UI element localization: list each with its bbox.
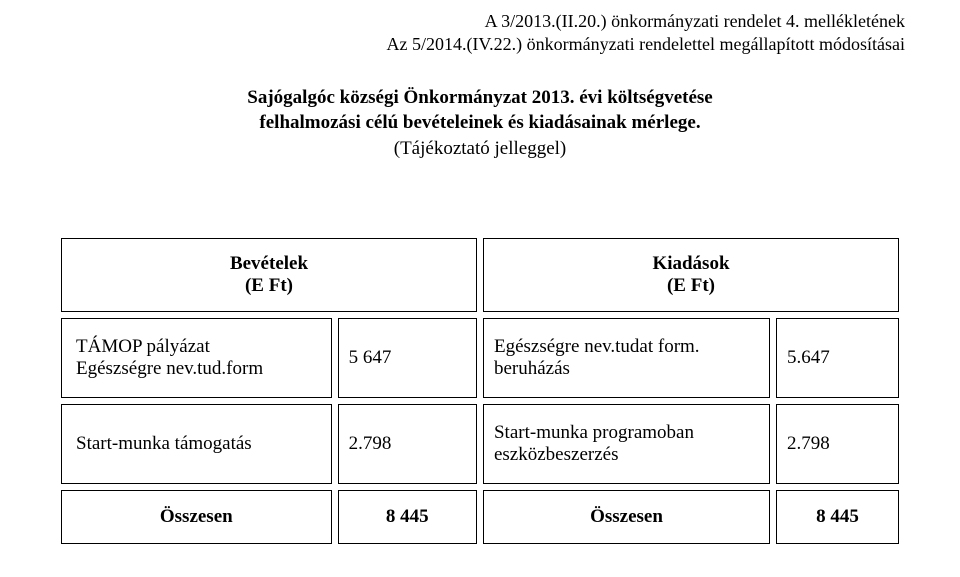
- revenue-label: Start-munka támogatás: [61, 404, 332, 484]
- expense-header: Kiadások (E Ft): [483, 238, 899, 312]
- table-header-row: Bevételek (E Ft) Kiadások (E Ft): [61, 238, 899, 312]
- expense-label-line2: eszközbeszerzés: [494, 444, 759, 466]
- budget-table-wrapper: Bevételek (E Ft) Kiadások (E Ft) TÁMOP p…: [55, 232, 905, 550]
- table-row: Start-munka támogatás 2.798 Start-munka …: [61, 404, 899, 484]
- revenue-header-title: Bevételek: [72, 253, 466, 275]
- revenue-total-value: 8 445: [338, 490, 477, 544]
- revenue-header: Bevételek (E Ft): [61, 238, 477, 312]
- title-line-3: (Tájékoztató jelleggel): [55, 136, 905, 162]
- expense-label-line2: beruházás: [494, 358, 759, 380]
- revenue-label-line2: Egészségre nev.tud.form: [76, 358, 321, 380]
- expense-label: Egészségre nev.tudat form. beruházás: [483, 318, 770, 398]
- expense-value: 5.647: [776, 318, 899, 398]
- document-title: Sajógalgóc községi Önkormányzat 2013. év…: [55, 85, 905, 162]
- revenue-label-line1: TÁMOP pályázat: [76, 336, 321, 358]
- expense-label: Start-munka programoban eszközbeszerzés: [483, 404, 770, 484]
- budget-table: Bevételek (E Ft) Kiadások (E Ft) TÁMOP p…: [55, 232, 905, 550]
- document-header: A 3/2013.(II.20.) önkormányzati rendelet…: [55, 10, 905, 57]
- expense-label-line1: Start-munka programoban: [494, 422, 759, 444]
- revenue-label-line1: Start-munka támogatás: [76, 433, 321, 455]
- expense-total-value: 8 445: [776, 490, 899, 544]
- header-line-2: Az 5/2014.(IV.22.) önkormányzati rendele…: [55, 33, 905, 56]
- expense-header-title: Kiadások: [494, 253, 888, 275]
- revenue-value: 5 647: [338, 318, 477, 398]
- expense-value: 2.798: [776, 404, 899, 484]
- expense-total-label: Összesen: [483, 490, 770, 544]
- expense-label-line1: Egészségre nev.tudat form.: [494, 336, 759, 358]
- title-line-1: Sajógalgóc községi Önkormányzat 2013. év…: [55, 85, 905, 111]
- title-line-2: felhalmozási célú bevételeinek és kiadás…: [55, 110, 905, 136]
- revenue-value: 2.798: [338, 404, 477, 484]
- revenue-label: TÁMOP pályázat Egészségre nev.tud.form: [61, 318, 332, 398]
- table-total-row: Összesen 8 445 Összesen 8 445: [61, 490, 899, 544]
- header-line-1: A 3/2013.(II.20.) önkormányzati rendelet…: [55, 10, 905, 33]
- revenue-header-unit: (E Ft): [72, 275, 466, 297]
- revenue-total-label: Összesen: [61, 490, 332, 544]
- table-row: TÁMOP pályázat Egészségre nev.tud.form 5…: [61, 318, 899, 398]
- expense-header-unit: (E Ft): [494, 275, 888, 297]
